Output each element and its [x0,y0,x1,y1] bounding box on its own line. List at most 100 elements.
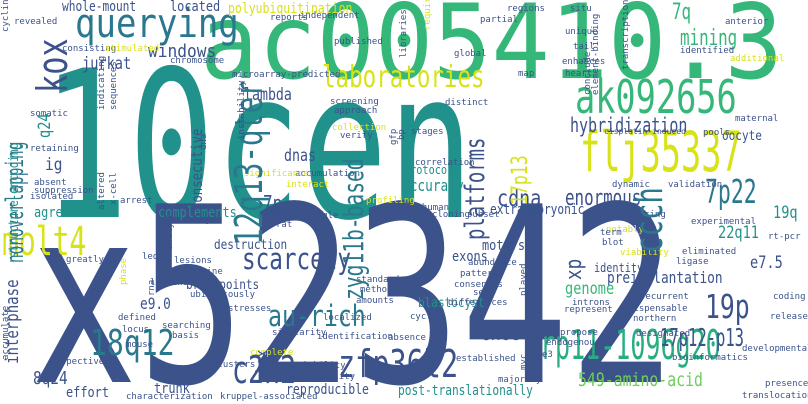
word-consensus: consensus [454,280,503,290]
word-bioinformatics: bioinformatics [672,353,748,363]
word-blastocyst: blastocyst [418,296,485,311]
word-experimental: experimental [691,217,757,227]
word-kox: kox [28,38,77,93]
word-developmental: developmental [742,344,808,354]
word-stresses: stresses [228,304,272,314]
word-chosen: chosen [480,318,543,346]
word-zyg11b-based: zyg11b-based [337,158,370,300]
word-regions: regions [507,4,545,14]
word-retaining: retaining [30,144,79,154]
word-laboratories: laboratories [322,60,485,95]
word-7q: 7q [672,0,692,25]
word-phase: phase [119,257,129,285]
word-independent: independent [300,11,360,21]
word-rna: rna [147,279,157,296]
word-breakpoints: breakpoints [186,278,260,293]
word-consisting: consisting [62,44,117,54]
word-exons: exons [452,249,488,265]
word-identification: identification [317,332,393,342]
word-lambda: lambda [244,85,292,105]
word-12q13-qter: 12q13-qter [227,80,271,245]
word-ubiquitously: ubiquitously [190,290,256,300]
word-molt4: molt4 [2,219,87,265]
word-analyze: analyze [165,212,175,250]
word-heart: heart [565,69,593,79]
word-17p13: 17p13 [508,155,533,205]
word-published: published [334,37,383,47]
word-jurkat: jurkat [82,54,132,74]
word-profiling: combined [264,208,308,218]
word-significance: altered [97,172,107,210]
word-ligase: ligase [676,257,709,267]
word-dnas: dnas [284,146,316,166]
word-maternal: maternal [735,114,779,124]
word-libraries: term [600,228,622,238]
word-validation: validation [668,180,723,190]
word-tail: tail [573,42,595,52]
word-transcription: element-binding [591,13,601,95]
word-propose: propose [560,328,598,338]
word-situ: situ [570,4,592,14]
word-18q12: 18q12 [90,323,175,364]
word-conclude: transcription [621,0,631,70]
word-availability: availability [290,372,356,382]
word-cdna: cdna [497,186,542,212]
word-represent: represent [564,305,613,315]
word-release: release [770,312,808,322]
word-sequences: sequences [109,61,119,110]
word-mouse: mouse [126,340,154,350]
word-partial: partial [480,15,518,25]
word-xp: xp [562,258,587,280]
word-effort: effort [66,385,109,401]
word-protocol: protocol [404,163,454,177]
word-dynamic: dynamic [612,180,650,190]
word-accuracy: accuracy [402,176,464,195]
word-bp: bp [397,129,407,140]
word-absence: absence [388,333,426,343]
word-required: libraries [399,9,409,58]
word-oocyte: oocyte [722,129,762,144]
word-agreement: agreement [34,205,99,221]
word-unique: unique [565,27,598,37]
word-eliminated: eliminated [682,247,737,257]
word-approach: approach [334,106,378,116]
word-8q24: 8q24 [33,368,68,389]
word-indicating: indicating [97,55,107,110]
word-clusters: clusters [212,360,256,370]
word-c2h2: c2h2 [232,348,297,392]
word-endogenous: endogenous [546,338,601,348]
word-kruppel-associated: kruppel-associated [220,392,318,402]
word-identified: identified [680,46,735,56]
word-e3: led [142,252,159,262]
word-additional: additional [730,54,785,64]
word-arrest: arrest [120,196,153,206]
word-revealed: revealed [14,17,58,27]
word-absent: absent [34,178,67,188]
word-stages: stages [411,127,444,137]
word-rp11-1096g20: rp11-1096g20 [540,321,721,369]
word-led: profiling [366,196,415,206]
word-polyubiquitination: polyubiquitination [228,1,353,17]
word-hybridization: hybridization [570,113,688,137]
word-isolated: isolated [30,192,74,202]
word-accumulate: accumulate [1,305,11,360]
word-549-amino-acid: 549-amino-acid [578,369,703,391]
word-locus: locus [122,325,150,335]
word-majority: majority [498,375,542,385]
word-blot: blot [602,238,624,248]
word-method: rat [276,220,293,230]
word-subset: subset [467,210,500,220]
word-amounts: method [360,285,393,295]
word-mining: mining [680,26,738,51]
word-cyclins: cyclins [1,0,11,32]
word-similarity: standard [356,275,400,285]
word-reproducible: reproducible [286,382,369,398]
word-map: map [518,69,535,79]
word-pattern: pattern [460,269,498,279]
word-searching: searching [162,321,211,331]
word-microarray-predicted: microarray-predicted [232,70,341,80]
word-lesions: lesions [174,256,212,266]
word-defined: defined [118,313,156,323]
word-preimplantation: preimplantation [607,268,723,287]
